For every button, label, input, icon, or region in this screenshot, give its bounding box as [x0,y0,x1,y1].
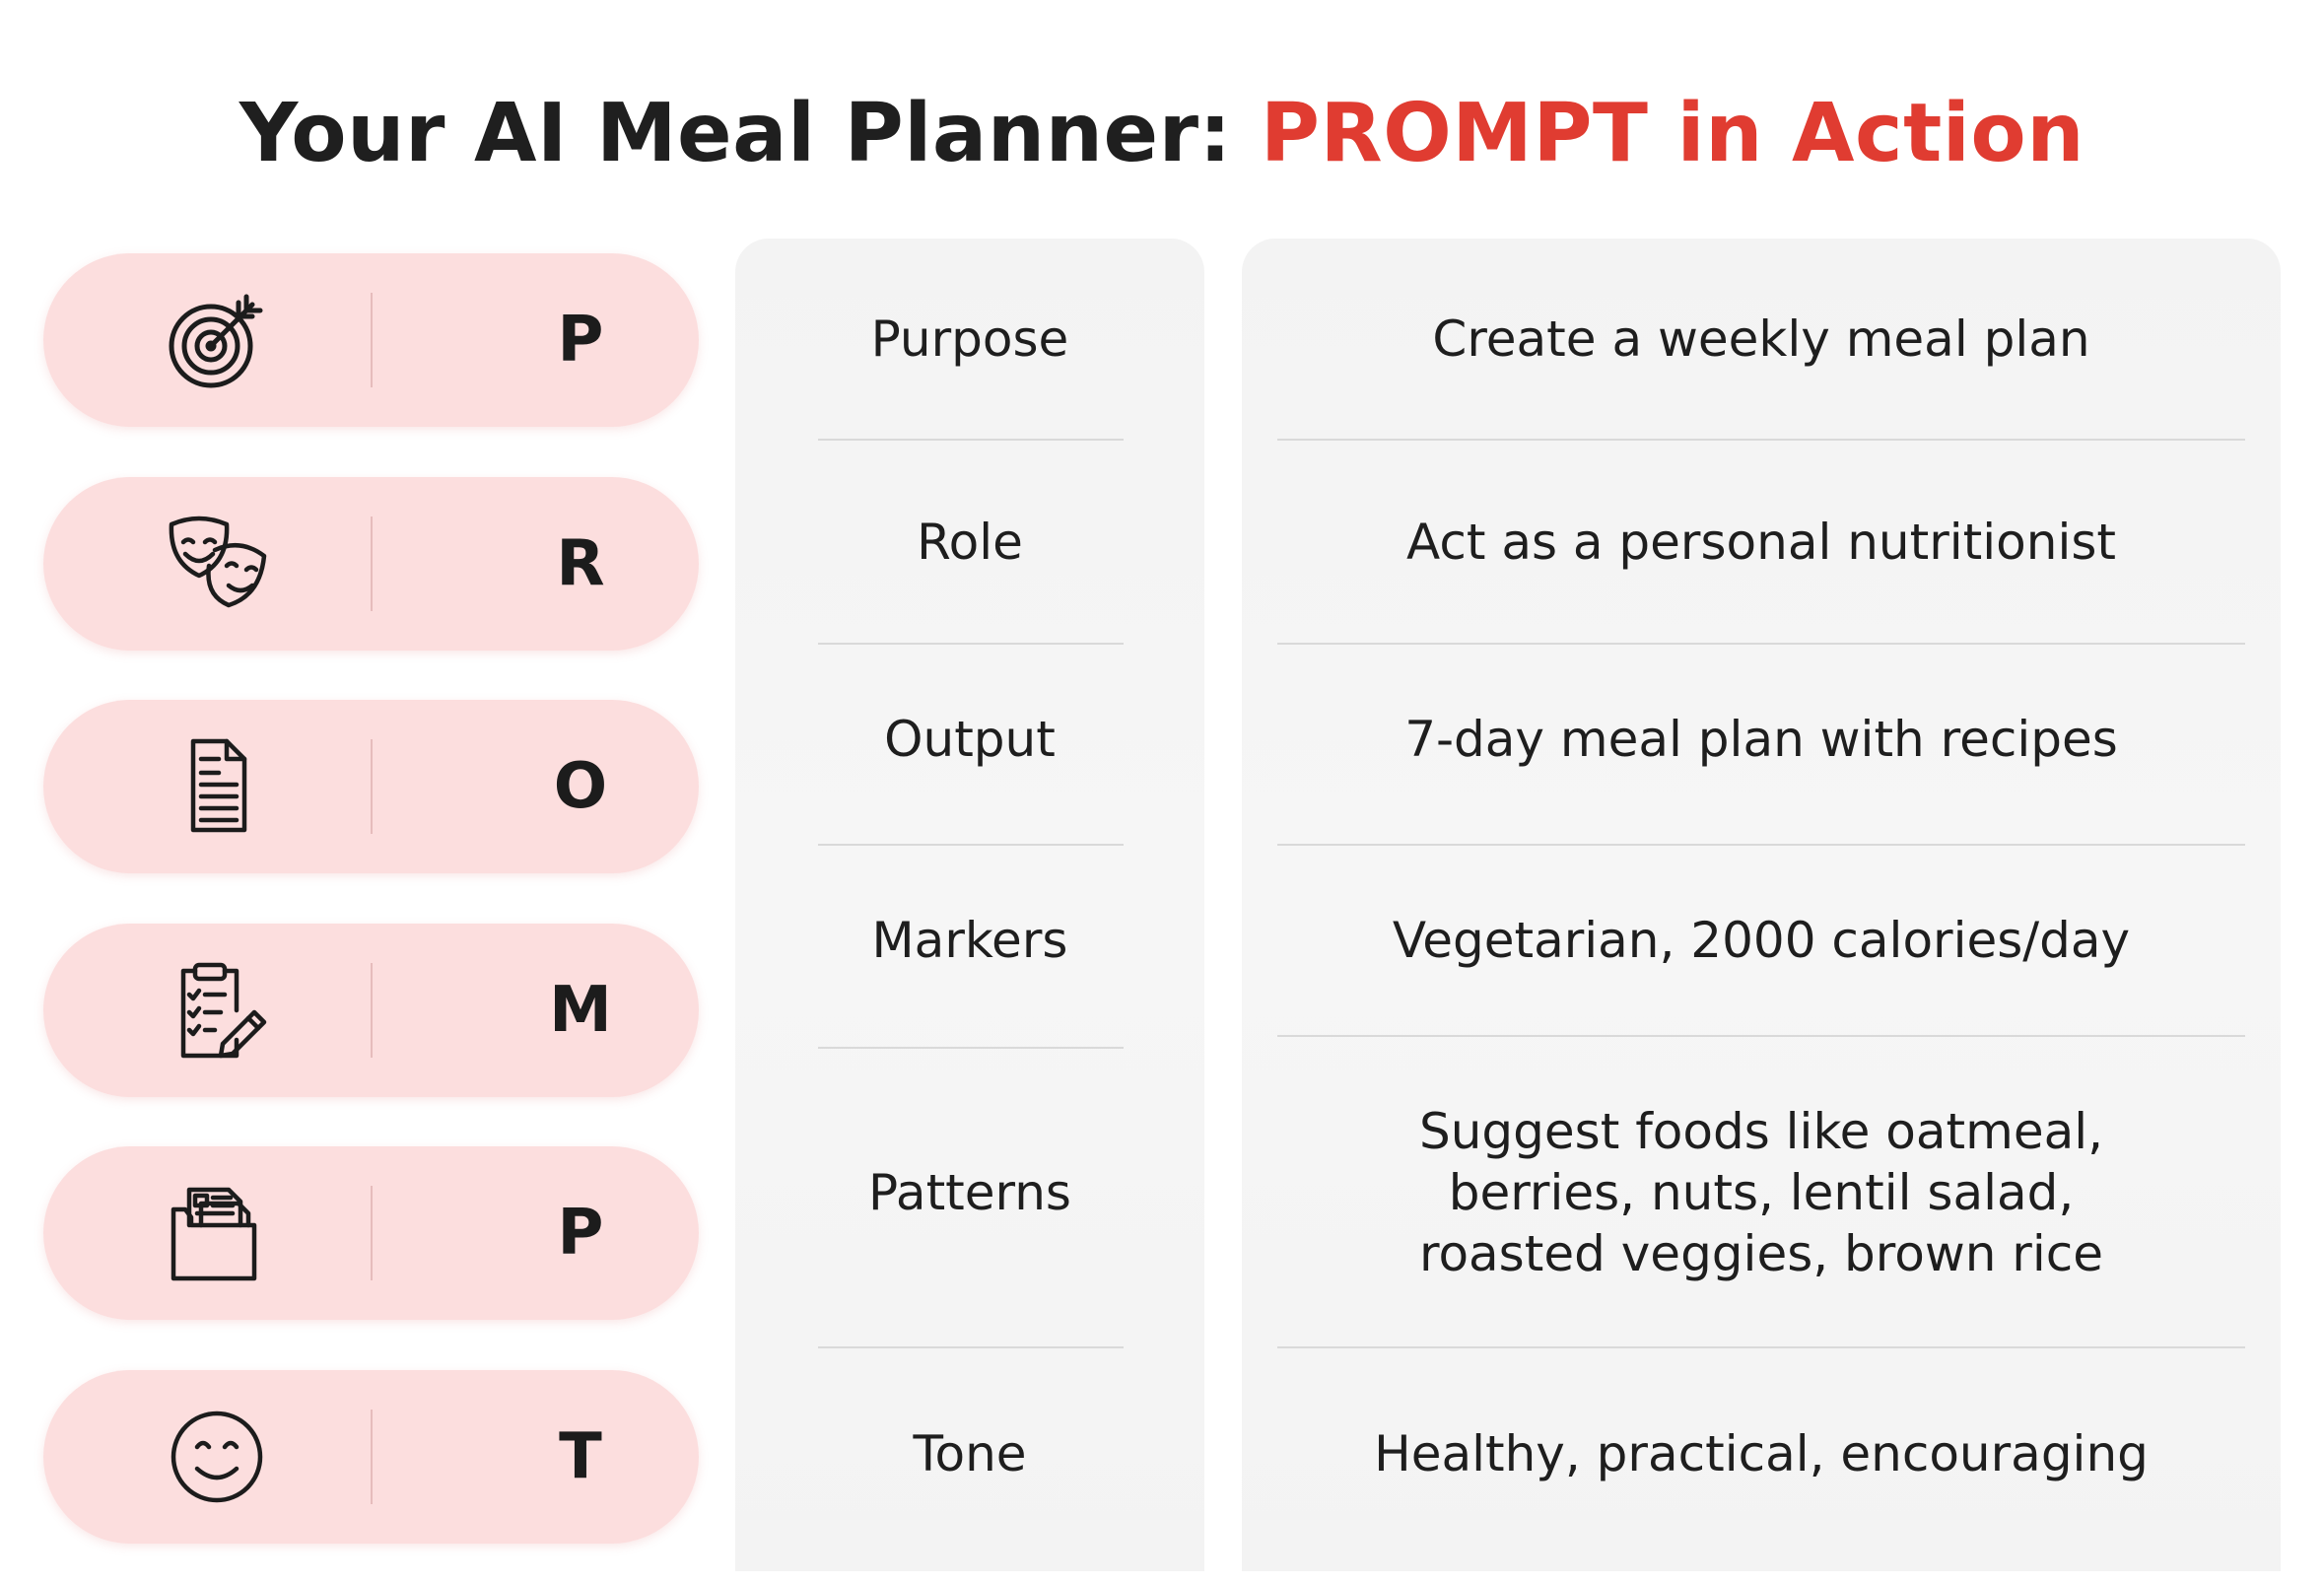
component-value: 7-day meal plan with recipes [1404,711,2118,768]
component-value: Act as a personal nutritionist [1406,514,2116,571]
row-divider [818,1346,1124,1348]
component-value: Vegetarian, 2000 calories/day [1392,912,2131,969]
clipboard-checklist-icon [166,961,268,1060]
folder-documents-icon [166,1184,268,1282]
prompt-letter: T [559,1420,602,1493]
title-prefix: Your AI Meal Planner: [239,87,1261,180]
row-divider [1277,844,2245,846]
prompt-letter: O [553,750,608,823]
row-divider [818,439,1124,441]
row-divider [818,1047,1124,1049]
component-value: Create a weekly meal plan [1432,310,2090,368]
component-label: Output [884,711,1056,768]
prompt-pill-markers: M [43,924,699,1097]
smiley-face-icon [166,1408,268,1506]
pill-divider [371,516,373,611]
prompt-pill-output: O [43,700,699,873]
component-label: Purpose [870,310,1069,368]
component-value: Healthy, practical, encouraging [1374,1425,2149,1482]
theater-masks-icon [166,515,268,613]
component-label: Role [917,514,1023,571]
pill-divider [371,293,373,387]
prompt-pill-role: R [43,477,699,651]
row-divider [818,844,1124,846]
pill-divider [371,963,373,1058]
prompt-letter: R [556,527,605,600]
prompt-pill-tone: T [43,1370,699,1544]
title-highlight: PROMPT in Action [1260,87,2085,180]
value-column: Create a weekly meal plan Act as a perso… [1242,239,2281,1571]
prompt-letter: M [549,974,612,1047]
prompt-pill-patterns: P [43,1146,699,1320]
component-label: Tone [913,1425,1027,1482]
document-icon [166,737,268,836]
component-column: Purpose Role Output Markers Patterns Ton… [735,239,1204,1571]
pill-divider [371,1410,373,1504]
row-divider [1277,439,2245,441]
target-icon [166,291,268,389]
row-divider [818,643,1124,645]
prompt-letter: P [557,304,604,377]
pill-divider [371,1186,373,1280]
row-divider [1277,1035,2245,1037]
row-divider [1277,643,2245,645]
prompt-pill-purpose: P [43,253,699,427]
row-divider [1277,1346,2245,1348]
page-title: Your AI Meal Planner: PROMPT in Action [0,87,2324,180]
component-label: Patterns [868,1164,1071,1221]
prompt-letter: P [557,1197,604,1270]
pill-divider [371,739,373,834]
component-value: Suggest foods like oatmeal, berries, nut… [1418,1103,2104,1282]
component-label: Markers [871,912,1068,969]
